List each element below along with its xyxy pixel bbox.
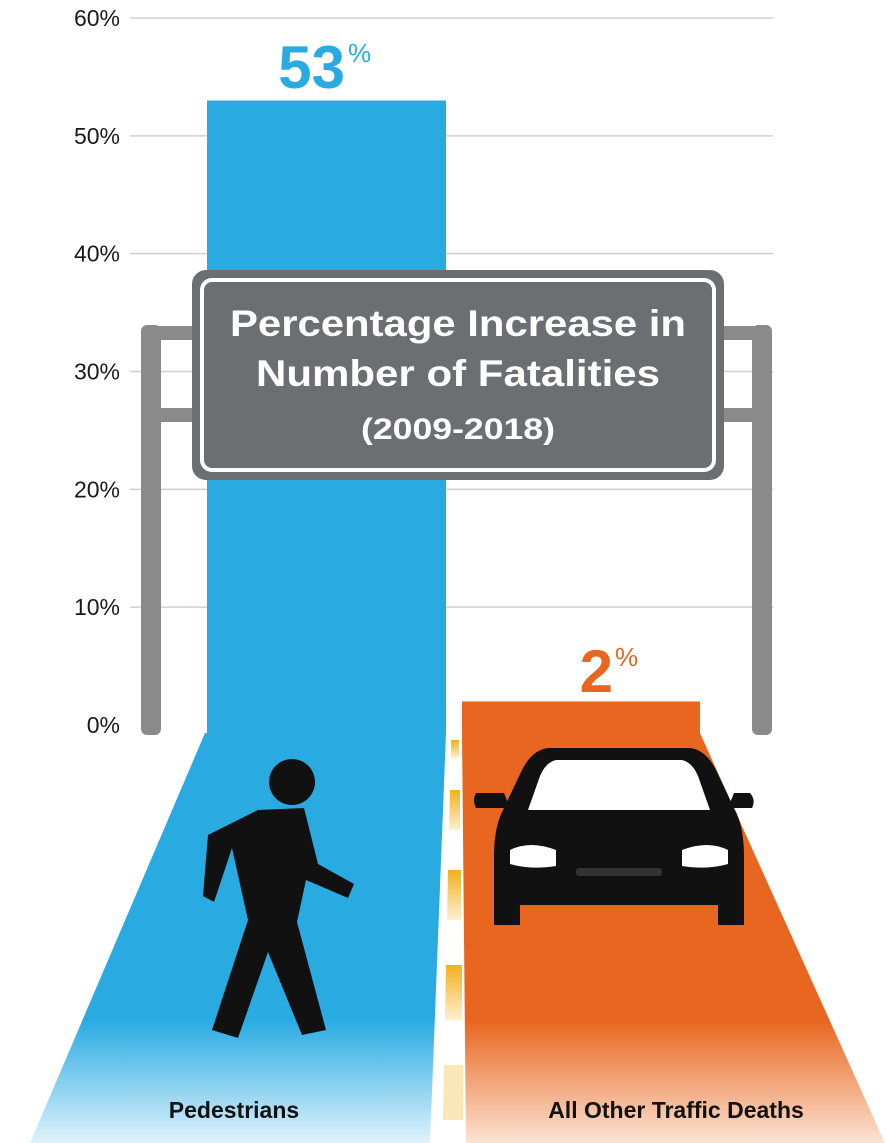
y-axis-ticks: 0% 10% 20% 30% 40% 50% 60% — [74, 5, 120, 738]
right-sign-post — [752, 325, 772, 735]
car-right-mirror — [728, 793, 754, 808]
y-tick-label: 10% — [74, 594, 120, 620]
y-tick-label: 50% — [74, 123, 120, 149]
title-sign: Percentage Increase in Number of Fatalit… — [192, 270, 724, 480]
value-label-other-traffic: 2 — [580, 638, 613, 705]
pedestrian-icon — [203, 759, 354, 1038]
y-tick-label: 30% — [74, 359, 120, 385]
left-sign-post — [141, 325, 161, 735]
road-center-line — [443, 740, 463, 1120]
category-label-other-traffic: All Other Traffic Deaths — [548, 1097, 804, 1123]
pedestrian-road — [30, 733, 446, 1143]
sign-board — [192, 270, 724, 480]
bar-other-traffic — [462, 701, 700, 733]
car-icon — [474, 748, 754, 925]
car-right-headlight — [682, 845, 728, 868]
value-label-pedestrians: 53 — [278, 34, 345, 101]
chart-subtitle: (2009-2018) — [361, 413, 555, 446]
y-tick-label: 60% — [74, 5, 120, 31]
car-left-mirror — [474, 793, 510, 808]
sign-border — [200, 278, 716, 472]
car-grille — [576, 868, 662, 876]
y-tick-label: 40% — [74, 241, 120, 267]
y-tick-label: 20% — [74, 476, 120, 502]
value-suffix-other-traffic: % — [615, 642, 638, 672]
chart-title-line-1: Percentage Increase in — [230, 303, 686, 344]
value-suffix-pedestrians: % — [348, 38, 371, 68]
chart-title-line-2: Number of Fatalities — [256, 353, 660, 394]
car-left-headlight — [510, 845, 556, 868]
car-windshield — [528, 760, 710, 810]
y-tick-label: 0% — [87, 712, 120, 738]
category-label-pedestrians: Pedestrians — [169, 1097, 299, 1123]
